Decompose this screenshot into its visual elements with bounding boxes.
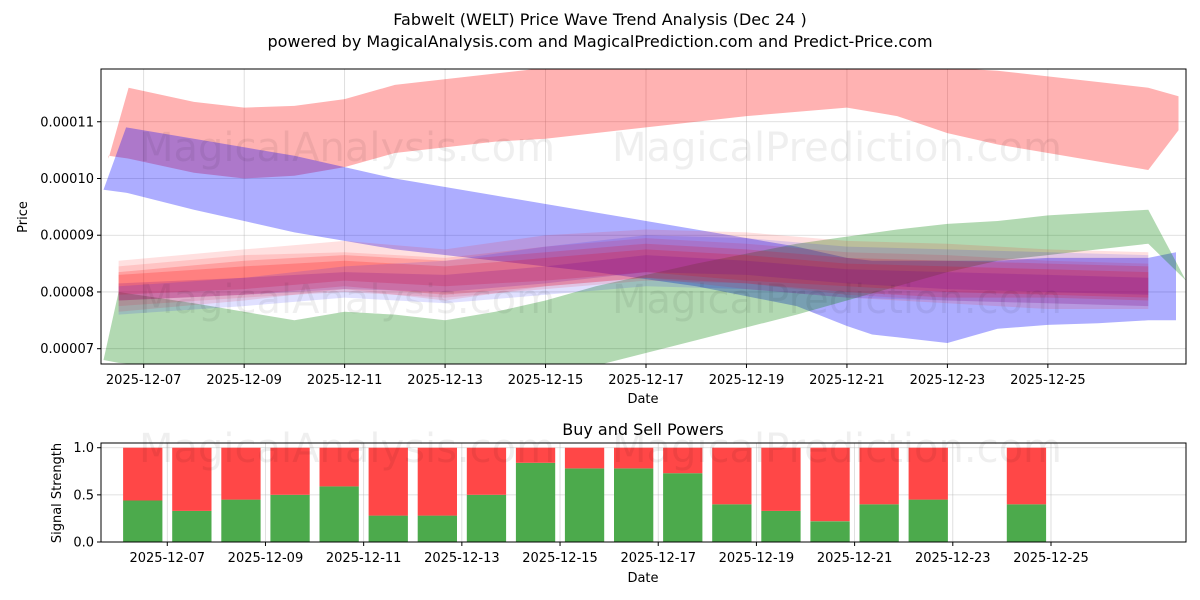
watermark-right-lower: MagicalPrediction.com xyxy=(612,277,1062,323)
buy-bar xyxy=(515,462,556,542)
buy-sell-title: Buy and Sell Powers xyxy=(562,420,724,439)
figure-title: Fabwelt (WELT) Price Wave Trend Analysis… xyxy=(393,10,806,29)
price-x-ticks: 2025-12-07 2025-12-09 2025-12-11 2025-12-13… xyxy=(106,364,1086,388)
sell-bar xyxy=(1006,447,1047,505)
price-grid xyxy=(101,69,1186,364)
price-x-tick-label: 2025-12-23 xyxy=(910,373,986,388)
sell-bar xyxy=(417,447,457,516)
buy-bar xyxy=(614,468,654,542)
signal-y-axis-label: Signal Strength xyxy=(50,443,65,543)
band-red-band-d xyxy=(118,249,1149,298)
sell-bar xyxy=(221,447,261,500)
price-plot-frame xyxy=(100,68,1187,365)
sell-bar xyxy=(810,447,850,522)
buy-bar xyxy=(270,494,310,542)
buy-bar xyxy=(1006,504,1047,542)
buy-bar xyxy=(663,473,703,542)
signal-plot-frame xyxy=(100,442,1187,543)
signal-x-tick-label: 2025-12-11 xyxy=(326,551,402,566)
price-bands xyxy=(103,69,1186,364)
signal-y-tick-label: 1.0 xyxy=(73,441,94,456)
sell-bar xyxy=(859,447,899,505)
buy-bar xyxy=(761,510,801,542)
price-x-tick-label: 2025-12-11 xyxy=(307,373,383,388)
buy-bar xyxy=(466,494,507,542)
signal-x-tick-label: 2025-12-07 xyxy=(129,551,205,566)
price-x-tick-label: 2025-12-07 xyxy=(106,373,182,388)
sell-bar xyxy=(663,447,703,474)
watermark-left-bottom: MagicalAnalysis.com xyxy=(139,426,555,472)
signal-y-tick-label: 0.5 xyxy=(73,488,94,503)
sell-bar xyxy=(908,447,948,500)
price-x-axis-label: Date xyxy=(627,392,658,407)
price-wave-panel: MagicalAnalysis.com MagicalPrediction.co… xyxy=(16,68,1187,407)
band-green-uptrend-wave xyxy=(103,209,1186,364)
signal-x-tick-label: 2025-12-17 xyxy=(620,551,696,566)
signal-x-tick-label: 2025-12-19 xyxy=(719,551,795,566)
buy-bar xyxy=(368,515,408,542)
figure-subtitle: powered by MagicalAnalysis.com and Magic… xyxy=(267,32,932,51)
price-x-tick-label: 2025-12-19 xyxy=(709,373,785,388)
signal-y-ticks: 0.0 0.5 1.0 xyxy=(73,441,101,551)
watermark-right-bottom: MagicalPrediction.com xyxy=(612,426,1062,472)
price-x-tick-label: 2025-12-25 xyxy=(1010,373,1086,388)
buy-bar xyxy=(221,499,261,542)
price-y-tick-label: 0.00010 xyxy=(40,172,94,187)
buy-bar xyxy=(859,504,899,542)
buy-bar xyxy=(908,499,948,542)
watermark-left: MagicalAnalysis.com xyxy=(139,125,555,171)
sell-bar xyxy=(368,447,408,516)
sell-bar xyxy=(123,447,163,501)
sell-bar xyxy=(270,447,310,495)
buy-bar xyxy=(810,521,850,542)
sell-bar xyxy=(319,447,359,487)
sell-bar xyxy=(614,447,654,469)
buy-bar xyxy=(319,486,359,542)
buy-bar xyxy=(712,504,752,542)
band-pink-band-a xyxy=(118,229,1149,312)
watermark-right: MagicalPrediction.com xyxy=(612,125,1062,171)
signal-x-tick-label: 2025-12-09 xyxy=(228,551,304,566)
sell-bar xyxy=(466,447,507,495)
sell-bar xyxy=(712,447,752,505)
signal-x-tick-label: 2025-12-23 xyxy=(915,551,991,566)
price-y-tick-label: 0.00011 xyxy=(40,115,94,130)
signal-bars xyxy=(123,447,1047,542)
signal-x-axis-label: Date xyxy=(627,571,658,586)
band-red-upper-wave xyxy=(108,69,1179,179)
signal-y-tick-label: 0.0 xyxy=(73,536,94,551)
price-x-tick-label: 2025-12-09 xyxy=(206,373,282,388)
band-red-band-c xyxy=(118,243,1149,301)
price-y-axis-label: Price xyxy=(16,201,31,233)
price-y-tick-label: 0.00007 xyxy=(40,342,94,357)
band-blue-band-f xyxy=(118,235,1149,315)
price-y-ticks: 0.00007 0.00008 0.00009 0.00010 0.00011 xyxy=(40,115,101,357)
band-purple-band-e xyxy=(118,255,1149,301)
price-x-tick-label: 2025-12-21 xyxy=(809,373,885,388)
sell-bar xyxy=(515,447,556,463)
buy-bar xyxy=(417,515,457,542)
signal-x-ticks: 2025-12-07 2025-12-09 2025-12-11 2025-12-13… xyxy=(129,542,1089,566)
price-y-tick-label: 0.00008 xyxy=(40,285,94,300)
signal-x-tick-label: 2025-12-15 xyxy=(522,551,598,566)
sell-bar xyxy=(564,447,605,469)
signal-x-tick-label: 2025-12-21 xyxy=(817,551,893,566)
signal-x-tick-label: 2025-12-13 xyxy=(424,551,500,566)
sell-bar xyxy=(172,447,212,511)
buy-bar xyxy=(172,510,212,542)
buy-sell-panel: Buy and Sell Powers MagicalAnalysis.com … xyxy=(50,420,1187,586)
price-y-tick-label: 0.00009 xyxy=(40,229,94,244)
price-x-tick-label: 2025-12-15 xyxy=(508,373,584,388)
buy-bar xyxy=(123,500,163,542)
buy-bar xyxy=(564,468,605,542)
band-pink-band-b xyxy=(118,238,1149,307)
sell-bar xyxy=(761,447,801,511)
watermark-left-lower: MagicalAnalysis.com xyxy=(139,277,555,323)
price-x-tick-label: 2025-12-13 xyxy=(407,373,483,388)
band-blue-downtrend-wave xyxy=(103,127,1176,344)
signal-x-tick-label: 2025-12-25 xyxy=(1013,551,1089,566)
price-x-tick-label: 2025-12-17 xyxy=(608,373,684,388)
